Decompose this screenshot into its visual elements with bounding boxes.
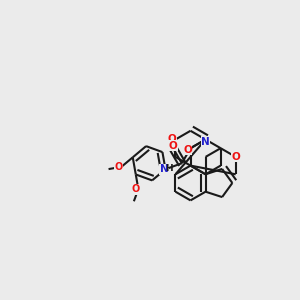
Text: O: O: [167, 134, 176, 145]
Text: O: O: [169, 141, 178, 151]
Text: O: O: [114, 162, 122, 172]
Text: N: N: [201, 137, 210, 147]
Text: O: O: [183, 145, 192, 155]
Text: O: O: [231, 152, 240, 162]
Text: O: O: [231, 152, 240, 162]
Text: H: H: [166, 164, 173, 173]
Text: N: N: [160, 164, 168, 174]
Text: O: O: [132, 184, 140, 194]
